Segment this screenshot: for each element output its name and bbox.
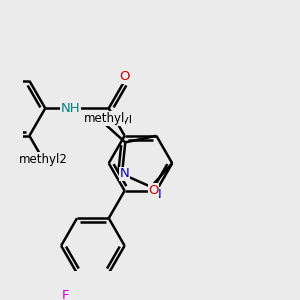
Text: methyl: methyl [92,115,131,125]
Text: methyl2: methyl2 [18,153,67,166]
Text: O: O [148,184,159,197]
Text: N: N [120,167,129,180]
Text: NH: NH [61,102,80,115]
Text: N: N [152,188,161,201]
Text: methyl: methyl [83,112,125,125]
Text: O: O [119,70,130,83]
Text: F: F [62,289,70,300]
